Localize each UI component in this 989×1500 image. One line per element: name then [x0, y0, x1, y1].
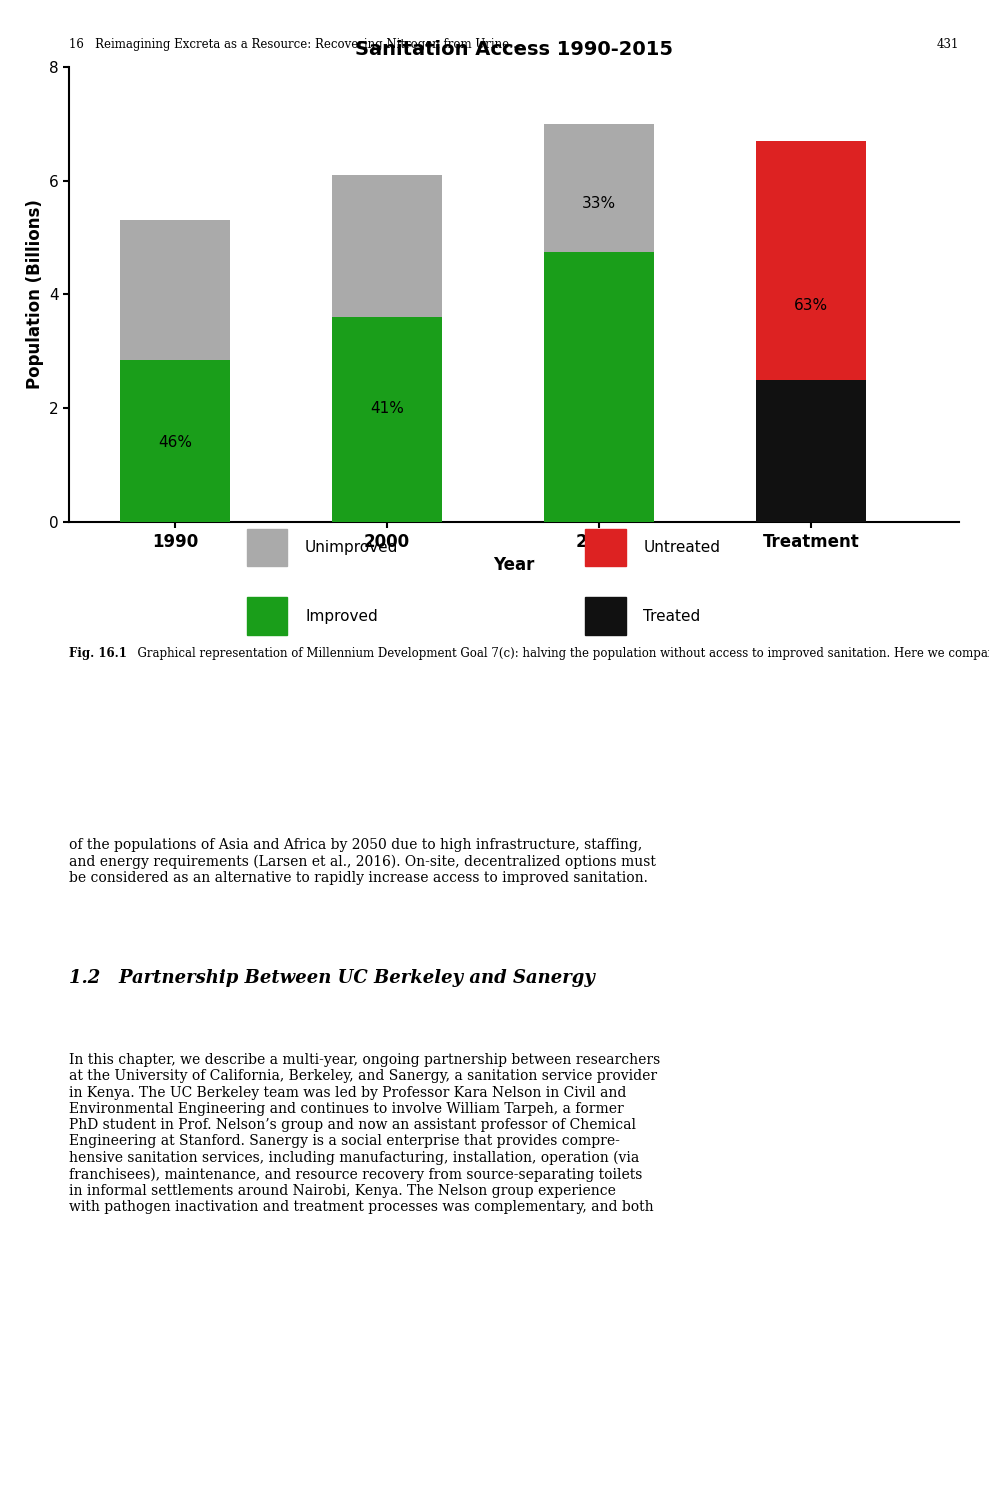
- Bar: [756, 380, 866, 522]
- Bar: [544, 123, 654, 252]
- Bar: [756, 380, 866, 522]
- Text: In this chapter, we describe a multi-year, ongoing partnership between researche: In this chapter, we describe a multi-yea…: [69, 1053, 661, 1214]
- Text: Improved: Improved: [305, 609, 378, 624]
- Text: 33%: 33%: [582, 196, 616, 211]
- Text: Fig. 16.1: Fig. 16.1: [69, 648, 128, 660]
- FancyBboxPatch shape: [247, 597, 287, 634]
- FancyBboxPatch shape: [247, 528, 287, 566]
- Text: 41%: 41%: [370, 400, 405, 416]
- Text: Treated: Treated: [643, 609, 700, 624]
- Text: 63%: 63%: [794, 298, 828, 314]
- Bar: [332, 176, 442, 316]
- Title: Sanitation Access 1990-2015: Sanitation Access 1990-2015: [355, 40, 674, 60]
- Text: Untreated: Untreated: [643, 540, 720, 555]
- Y-axis label: Population (Billions): Population (Billions): [26, 200, 44, 390]
- X-axis label: Year: Year: [494, 556, 535, 574]
- Text: 46%: 46%: [158, 435, 192, 450]
- Text: of the populations of Asia and Africa by 2050 due to high infrastructure, staffi: of the populations of Asia and Africa by…: [69, 839, 656, 885]
- Text: 1.2   Partnership Between UC Berkeley and Sanergy: 1.2 Partnership Between UC Berkeley and …: [69, 969, 595, 987]
- FancyBboxPatch shape: [585, 528, 626, 566]
- FancyBboxPatch shape: [585, 597, 626, 634]
- Bar: [120, 360, 230, 522]
- Bar: [756, 141, 866, 380]
- Text: 431: 431: [937, 38, 959, 51]
- Bar: [332, 316, 442, 522]
- Text: Unimproved: Unimproved: [305, 540, 399, 555]
- Text: 16   Reimagining Excreta as a Resource: Recovering Nitrogen from Urine…: 16 Reimagining Excreta as a Resource: Re…: [69, 38, 521, 51]
- Bar: [544, 252, 654, 522]
- Text: Graphical representation of Millennium Development Goal 7(c): halving the popula: Graphical representation of Millennium D…: [130, 648, 989, 660]
- Bar: [120, 220, 230, 360]
